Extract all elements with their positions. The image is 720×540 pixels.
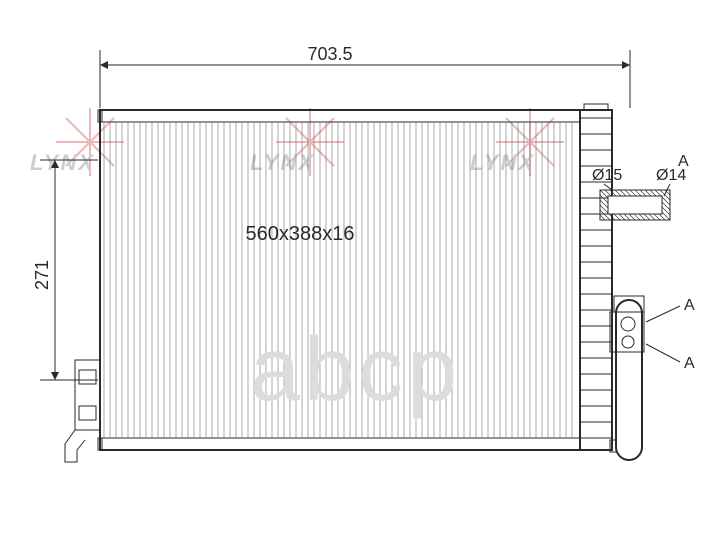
- watermark-text: abcp: [250, 320, 461, 420]
- diameter-1-label: Ø15: [592, 167, 622, 184]
- port-assembly: AA: [610, 297, 695, 372]
- detail-label-a-top: A: [684, 297, 695, 314]
- svg-text:LYNX: LYNX: [30, 150, 95, 175]
- dimension-height: 271: [32, 160, 98, 380]
- svg-text:LYNX: LYNX: [470, 150, 535, 175]
- detail-label-a-bottom: A: [684, 355, 695, 372]
- dimension-width: 703.5: [100, 44, 630, 108]
- technical-drawing: LYNXLYNXLYNX AA Ø15Ø14A 703.5 271 560x38…: [0, 0, 720, 540]
- receiver-dryer: [610, 296, 644, 460]
- dimension-width-label: 703.5: [307, 44, 352, 64]
- right-tank: [580, 104, 612, 450]
- left-bracket: [65, 360, 100, 462]
- core-spec-label: 560x388x16: [246, 223, 355, 245]
- detail-label-a-header: A: [678, 153, 689, 170]
- detail-section-a: Ø15Ø14A: [592, 153, 689, 220]
- dimension-height-label: 271: [32, 260, 52, 290]
